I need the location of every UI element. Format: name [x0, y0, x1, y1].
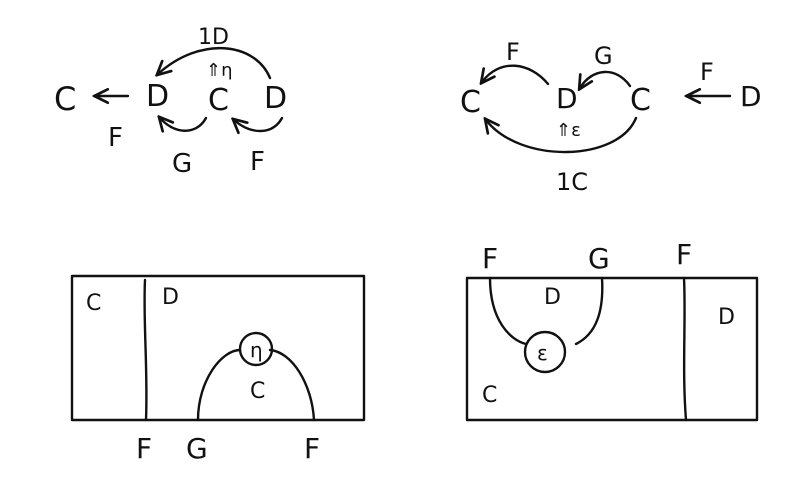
- region-d-right: D: [718, 305, 735, 330]
- commutative-diagram-right: C D C D F G F 1C ⇑ε: [460, 38, 762, 196]
- arrow-g-c-to-d-r: [580, 70, 632, 88]
- arrow-identity-c: [486, 118, 638, 154]
- region-d-inner: D: [544, 285, 561, 310]
- label-f-bottom-2: F: [304, 432, 320, 465]
- object-d-mid: D: [146, 79, 169, 114]
- label-f-right-r: F: [700, 58, 714, 86]
- object-d-right-r: D: [740, 80, 762, 113]
- node-epsilon: [523, 330, 567, 374]
- commutative-diagram-left: C D C D F 1D ⇑η G F: [54, 25, 287, 179]
- region-c-right: C: [482, 383, 497, 408]
- string-g-f-cap: [196, 348, 316, 422]
- string-f-g-cup: [488, 276, 604, 346]
- string-diagram-right: ε D D C F G F: [465, 238, 759, 422]
- label-f-top-1: F: [482, 242, 498, 275]
- label-identity-c: 1C: [556, 168, 588, 196]
- label-two-cell-eta: ⇑η: [206, 60, 233, 81]
- string-f-left: [143, 278, 148, 422]
- label-g-r: G: [594, 42, 613, 70]
- label-g-bottom: G: [186, 432, 208, 465]
- object-c-left: C: [54, 80, 76, 118]
- arrow-g-c-to-d: [160, 118, 208, 131]
- arrow-f-d-to-c: [234, 116, 284, 131]
- object-c-left-r: C: [460, 85, 481, 120]
- region-c-left: C: [86, 291, 101, 316]
- object-c-right-r: C: [630, 83, 651, 118]
- node-eta: [238, 331, 274, 367]
- object-d-mid-r: D: [556, 82, 578, 115]
- node-epsilon-label: ε: [537, 341, 548, 365]
- label-identity-d: 1D: [198, 25, 229, 50]
- arrow-identity-d: [158, 46, 272, 80]
- string-diagram-left: η C D C F G F: [70, 274, 366, 465]
- label-f-left: F: [108, 123, 123, 153]
- string-f-right: [682, 276, 688, 422]
- label-f-bottom-1: F: [136, 432, 152, 465]
- label-g-top: G: [588, 242, 610, 275]
- box-left: [70, 274, 366, 422]
- region-d-left: D: [162, 285, 179, 310]
- node-eta-label: η: [250, 338, 263, 362]
- object-d-right: D: [264, 81, 287, 116]
- label-g-left: G: [172, 149, 192, 179]
- label-f-bottom: F: [250, 147, 265, 177]
- label-f-top-2: F: [676, 238, 692, 271]
- object-c-mid: C: [208, 83, 229, 118]
- box-right: [465, 276, 759, 422]
- arrow-f-d-to-c-r: [482, 64, 550, 84]
- label-f-top-r: F: [506, 38, 520, 66]
- region-c-inner: C: [250, 379, 265, 404]
- label-two-cell-eps: ⇑ε: [556, 120, 581, 141]
